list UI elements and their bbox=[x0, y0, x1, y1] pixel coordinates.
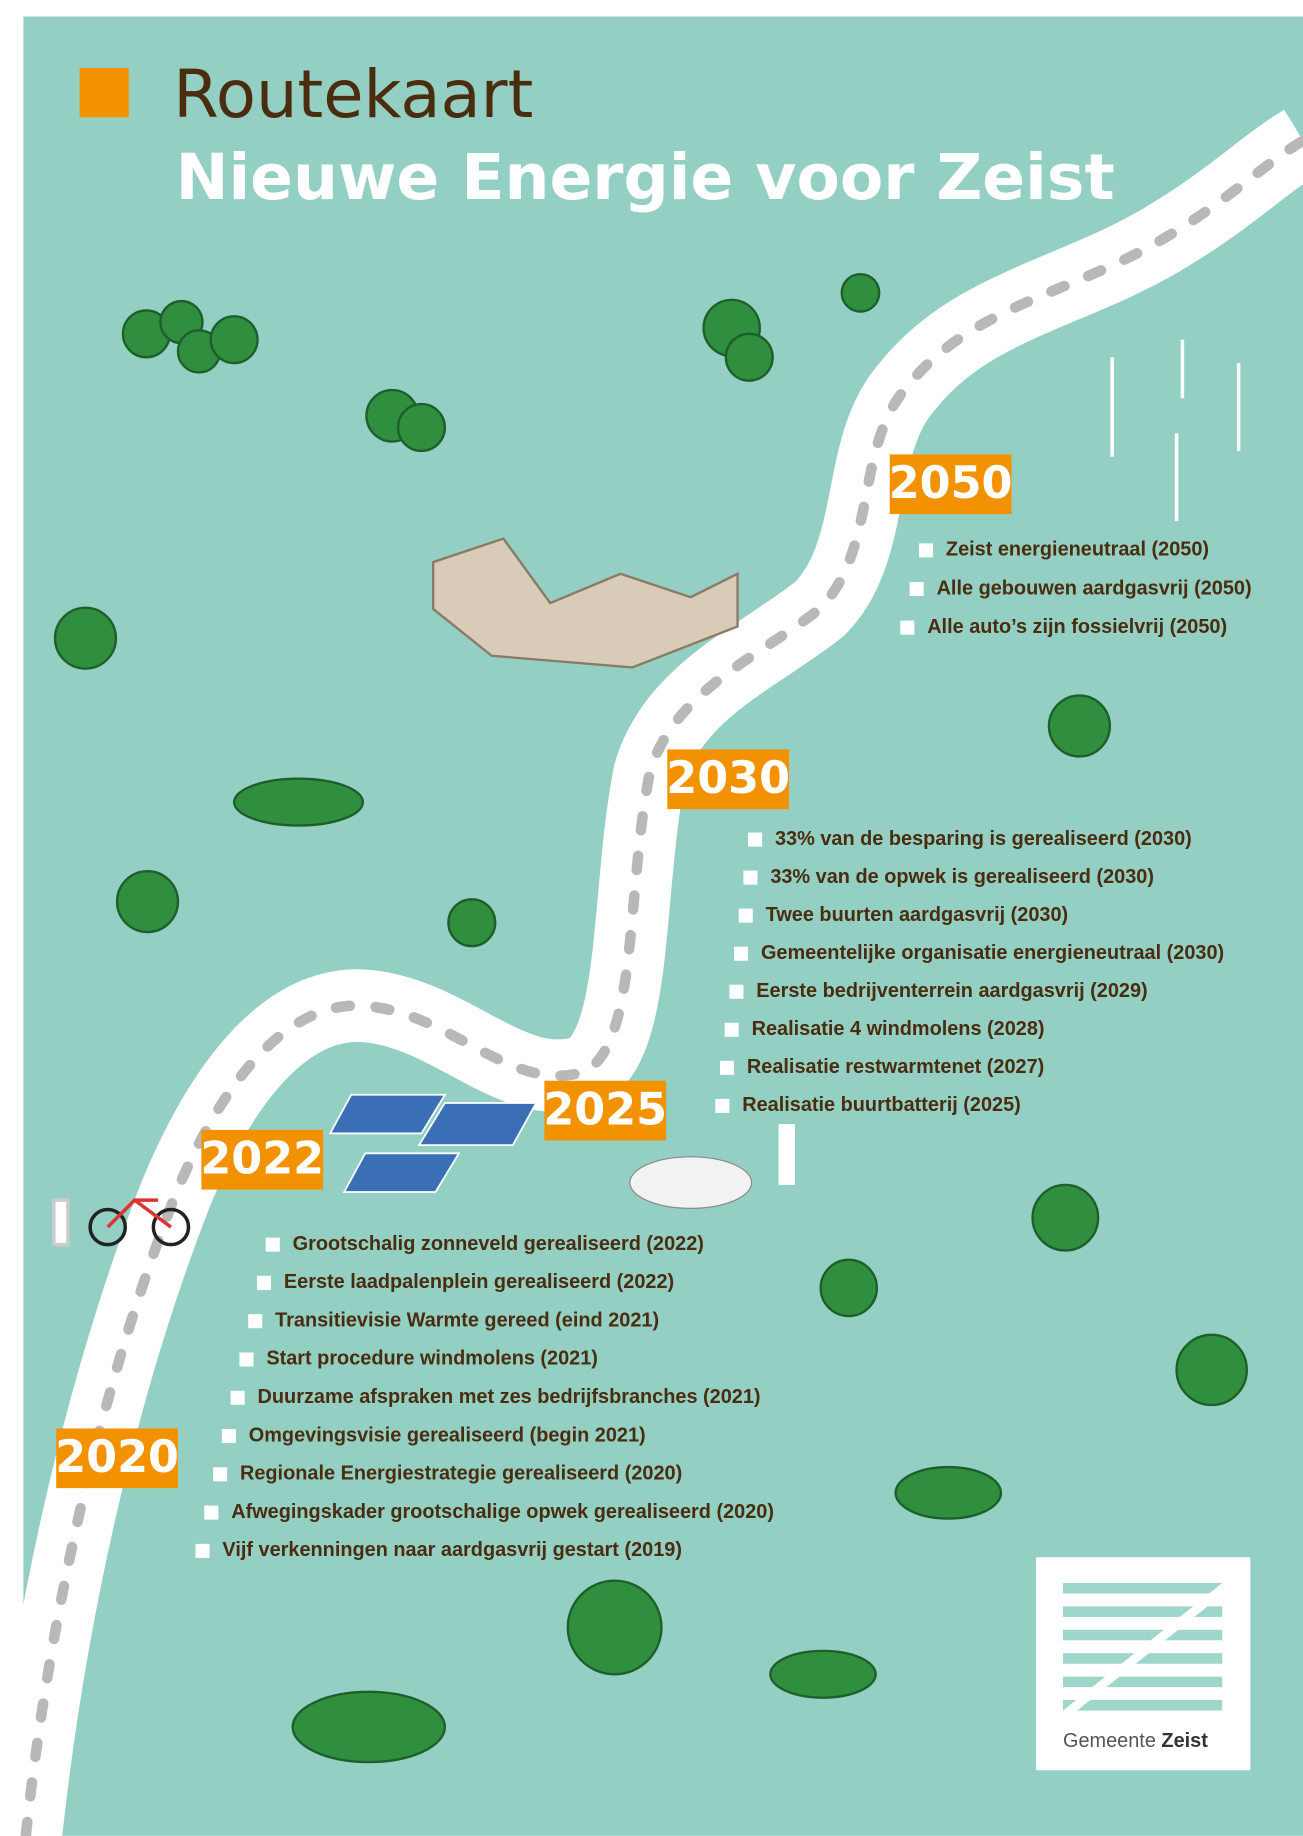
milestone-item: Realisatie restwarmtenet (2027) bbox=[747, 1056, 1044, 1078]
bullet bbox=[213, 1467, 228, 1482]
bullet bbox=[239, 1352, 254, 1367]
milestone-item: Twee buurten aardgasvrij (2030) bbox=[766, 904, 1069, 926]
year-label: 2050 bbox=[889, 458, 1013, 509]
logo-bold: Zeist bbox=[1161, 1730, 1208, 1752]
bike bbox=[52, 1197, 191, 1247]
bullet bbox=[729, 984, 744, 999]
road bbox=[0, 109, 1303, 1836]
milestone-item: Zeist energieneutraal (2050) bbox=[946, 539, 1209, 561]
milestone-item: Duurzame afspraken met zes bedrijfsbranc… bbox=[258, 1386, 761, 1408]
subtitle: Nieuwe Energie voor Zeist bbox=[176, 140, 1115, 214]
bullet bbox=[265, 1237, 280, 1252]
bullet bbox=[919, 543, 934, 558]
milestone-item: 33% van de opwek is gerealiseerd (2030) bbox=[770, 866, 1154, 888]
milestone-item: Gemeentelijke organisatie energieneutraa… bbox=[761, 942, 1224, 964]
bullet bbox=[724, 1022, 739, 1037]
milestone-item: Transitievisie Warmte gereed (eind 2021) bbox=[275, 1309, 659, 1331]
bullet bbox=[734, 946, 749, 961]
milestone-item: Realisatie 4 windmolens (2028) bbox=[752, 1018, 1045, 1040]
milestone-item: Regionale Energiestrategie gerealiseerd … bbox=[240, 1463, 682, 1485]
year-box bbox=[544, 1080, 667, 1141]
year-box bbox=[889, 454, 1012, 515]
title-square bbox=[79, 68, 129, 118]
year-box bbox=[201, 1129, 324, 1190]
bullet bbox=[248, 1314, 263, 1329]
solar-panels bbox=[328, 1093, 538, 1193]
milestone-item: Omgevingsvisie gerealiseerd (begin 2021) bbox=[249, 1424, 646, 1446]
logo: Gemeente Zeist bbox=[1036, 1557, 1251, 1771]
milestone-item: Start procedure windmolens (2021) bbox=[266, 1348, 598, 1370]
milestone-item: Afwegingskader grootschalige opwek gerea… bbox=[231, 1501, 774, 1523]
bullet bbox=[900, 620, 915, 635]
bullet bbox=[256, 1275, 272, 1290]
bullet bbox=[221, 1429, 236, 1444]
car bbox=[629, 1124, 795, 1209]
bullet bbox=[195, 1543, 210, 1558]
bullet bbox=[230, 1390, 245, 1405]
milestone-item: Realisatie buurtbatterij (2025) bbox=[742, 1094, 1021, 1116]
windmills bbox=[1110, 339, 1241, 522]
milestone-item: Vijf verkenningen naar aardgasvrij gesta… bbox=[222, 1539, 682, 1561]
milestone-item: Alle gebouwen aardgasvrij (2050) bbox=[937, 577, 1252, 599]
bullet bbox=[738, 908, 753, 923]
year-box bbox=[667, 749, 790, 810]
milestone-item: Alle auto’s zijn fossielvrij (2050) bbox=[927, 616, 1227, 638]
svg-text:Gemeente Zeist: Gemeente Zeist bbox=[1063, 1730, 1208, 1752]
year-box bbox=[56, 1428, 178, 1489]
year-label: 2020 bbox=[55, 1432, 179, 1483]
milestone-item: Eerste laadpalenplein gerealiseerd (2022… bbox=[284, 1271, 674, 1293]
bullet bbox=[743, 870, 758, 885]
milestone-item: Grootschalig zonneveld gerealiseerd (202… bbox=[293, 1233, 704, 1255]
logo-text: Gemeente bbox=[1063, 1730, 1156, 1752]
bullet bbox=[909, 582, 924, 597]
milestone-item: Eerste bedrijventerrein aardgasvrij (202… bbox=[756, 980, 1147, 1002]
year-label: 2025 bbox=[543, 1084, 667, 1135]
title: Routekaart bbox=[173, 57, 533, 133]
bullet bbox=[748, 832, 763, 847]
year-label: 2022 bbox=[200, 1134, 324, 1185]
trees bbox=[53, 272, 1248, 1764]
bullet bbox=[719, 1060, 735, 1075]
bullet bbox=[204, 1505, 219, 1520]
milestone-item: 33% van de besparing is gerealiseerd (20… bbox=[775, 828, 1192, 850]
building bbox=[431, 537, 739, 669]
year-label: 2030 bbox=[666, 753, 790, 804]
bullet bbox=[715, 1098, 730, 1113]
